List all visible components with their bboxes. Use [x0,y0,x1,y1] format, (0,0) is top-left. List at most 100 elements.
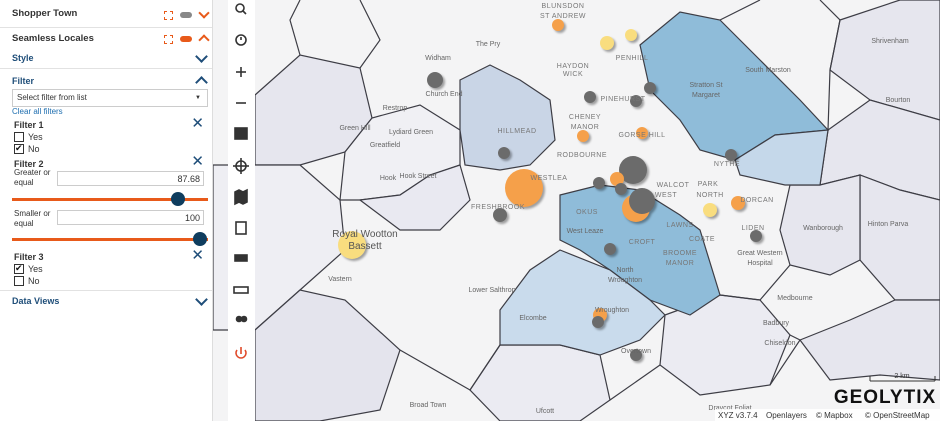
place-label: DORCAN [740,197,773,204]
remove-filter[interactable]: ✕ [191,115,204,132]
clear-filters-link[interactable]: Clear all filters [12,107,63,116]
section-header[interactable]: Data Views [12,296,60,306]
slider-knob[interactable] [193,232,207,246]
place-label: Elcombe [519,315,546,322]
marker[interactable] [427,72,443,88]
search-button[interactable] [235,3,247,15]
place-label: Margaret [692,92,720,99]
toggle[interactable] [180,12,192,18]
routing-button[interactable] [234,254,248,262]
place-label: Draycot Foliat [708,405,751,412]
place-label: PINEHURST [601,96,646,103]
scale-label: 2 km [894,373,909,380]
checkbox[interactable] [14,276,24,286]
history-button[interactable] [235,34,247,46]
place-label: BROOME [663,250,697,257]
marker[interactable] [725,149,737,161]
marker[interactable] [593,177,605,189]
marker[interactable] [577,130,589,142]
place-label: Shrivenham [871,38,909,45]
border [609,364,661,401]
toggle[interactable] [180,36,192,42]
place-label: Hinton Parva [868,221,909,228]
chevron[interactable] [195,50,208,63]
marker[interactable] [630,95,642,107]
marker[interactable] [750,230,762,242]
marker[interactable] [625,29,637,41]
checkbox-label: No [28,144,40,154]
area [734,129,829,186]
marker[interactable] [629,188,655,214]
layer-name[interactable]: Shopper Town [12,8,78,19]
expand-icon[interactable] [198,7,210,19]
range-label: Greater or equal [14,168,51,187]
marker[interactable] [552,19,564,31]
place-label: Broad Town [410,402,447,409]
locate-button[interactable] [233,158,249,174]
place-label: North [616,267,633,274]
logout-button[interactable] [235,347,247,359]
collapse-icon[interactable] [198,34,210,46]
slider-track [12,198,208,201]
marker[interactable] [619,156,647,184]
place-label: Church End [426,91,463,98]
place-label: LAWNS [666,222,693,229]
marker[interactable] [630,349,642,361]
checkbox[interactable] [14,132,24,142]
area [779,174,861,276]
chevron[interactable] [195,293,208,306]
marker[interactable] [498,147,510,159]
filter-select[interactable]: Select filter from list ▼ [12,89,208,107]
checkbox[interactable] [14,264,24,274]
place-label: FRESHBROOK [471,204,525,211]
place-label: MANOR [666,260,695,267]
marker[interactable] [604,243,616,255]
remove-filter[interactable]: ✕ [191,247,204,264]
section-header[interactable]: Style [12,53,34,63]
number-input[interactable]: 87.68 [57,171,204,186]
checkbox[interactable] [14,144,24,154]
place-label: Badbury [763,320,790,327]
chevron[interactable] [195,76,208,89]
attribution[interactable]: © Mapbox [816,411,853,420]
place-label: Wroughton [608,277,642,284]
brand-logo: GEOLYTIX [834,387,936,408]
marker[interactable] [610,172,624,186]
slider-knob[interactable] [171,192,185,206]
marker[interactable] [615,183,627,195]
place-label: ST ANDREW [540,13,586,20]
marker[interactable] [731,196,745,210]
range-label: Smaller or equal [14,209,51,228]
marker[interactable] [636,127,648,139]
zoom-in-button[interactable] [236,67,246,77]
marker[interactable] [338,231,366,259]
report-button[interactable] [235,221,247,235]
map[interactable]: BLUNSDON ST ANDREW The Pry Widham Church End… [213,0,940,421]
zoom-area-button[interactable] [234,127,248,140]
zoom-icon[interactable] [164,35,173,44]
marker[interactable] [592,316,604,328]
remove-filter[interactable]: ✕ [191,153,204,170]
number-input[interactable]: 100 [57,210,204,225]
marker[interactable] [584,91,596,103]
place-label: Hospital [747,260,773,267]
marker[interactable] [644,82,656,94]
marker[interactable] [600,36,614,50]
marker[interactable] [505,169,543,207]
attribution[interactable]: © OpenStreetMap [865,411,930,420]
marker[interactable] [493,208,507,222]
section-header[interactable]: Filter [12,76,35,86]
area [559,184,721,316]
area [799,299,940,381]
layer-name[interactable]: Seamless Locales [12,33,94,44]
measure-button[interactable] [233,286,249,294]
basemap-button[interactable] [234,188,248,206]
zoom-icon[interactable] [164,11,173,20]
border [399,344,501,391]
divider [0,68,212,69]
users-button[interactable] [235,315,248,323]
attribution[interactable]: Openlayers [766,411,807,420]
toolbar [228,0,255,421]
marker[interactable] [703,203,717,217]
